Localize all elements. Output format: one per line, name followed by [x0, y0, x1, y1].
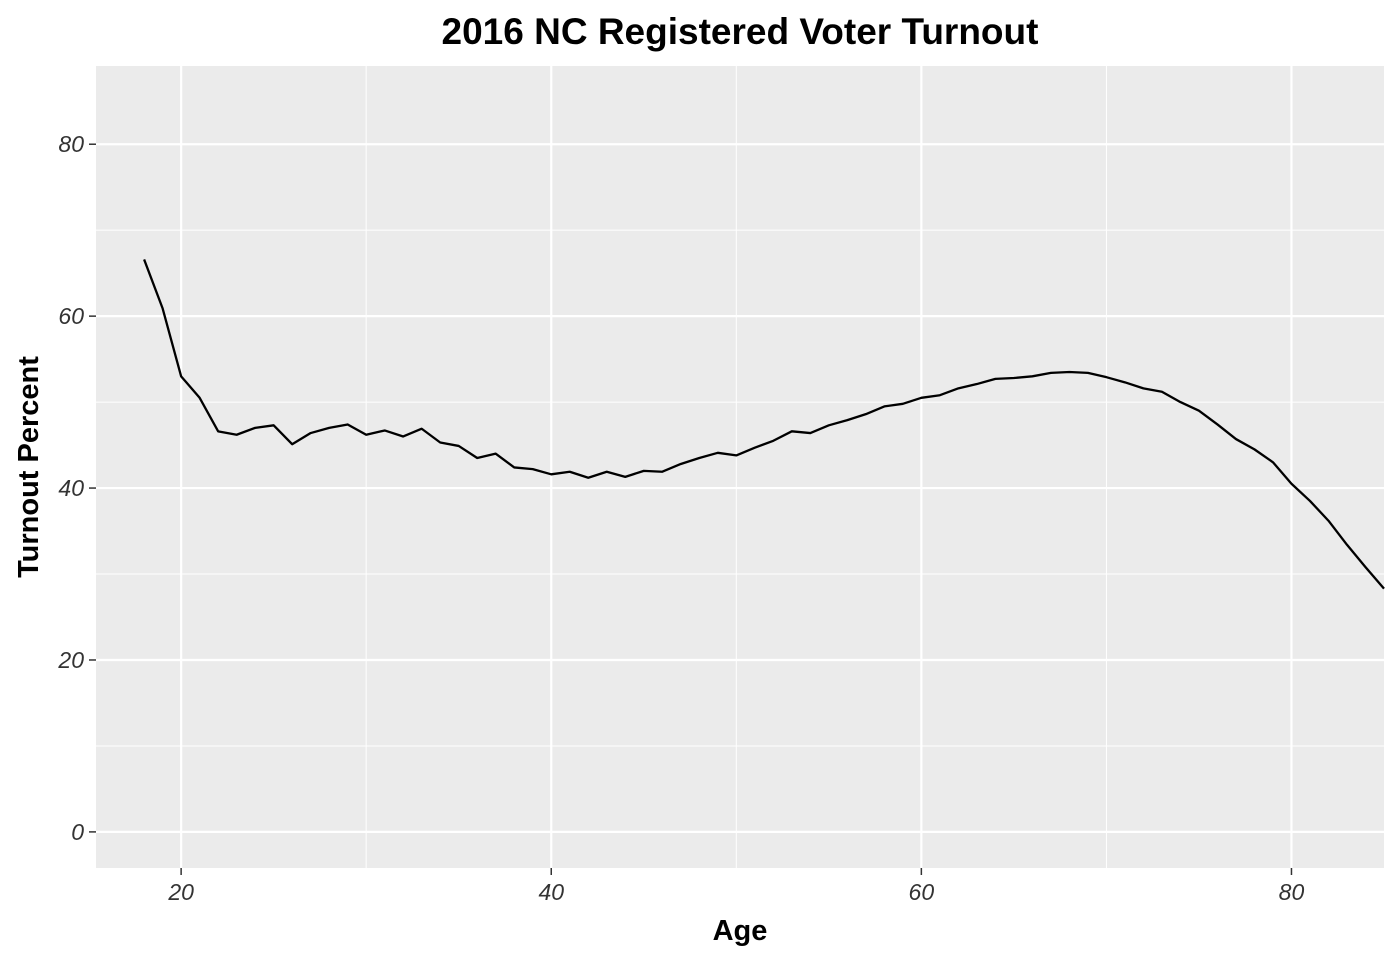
- plot-panel: [96, 66, 1384, 868]
- y-tick-label: 20: [57, 647, 84, 673]
- y-axis-title: Turnout Percent: [13, 356, 45, 578]
- x-tick-label: 20: [167, 879, 194, 905]
- x-axis-title: Age: [713, 915, 768, 947]
- x-tick-label: 80: [1279, 879, 1305, 905]
- data-line: [143, 259, 1385, 590]
- x-tick-label: 60: [909, 879, 935, 905]
- y-tick-label: 0: [71, 819, 84, 845]
- y-tick-label: 60: [58, 303, 84, 329]
- x-tick-label: 40: [538, 879, 564, 905]
- y-tick-label: 80: [58, 131, 84, 157]
- chart-title: 2016 NC Registered Voter Turnout: [442, 11, 1039, 52]
- y-tick-label: 40: [58, 475, 84, 501]
